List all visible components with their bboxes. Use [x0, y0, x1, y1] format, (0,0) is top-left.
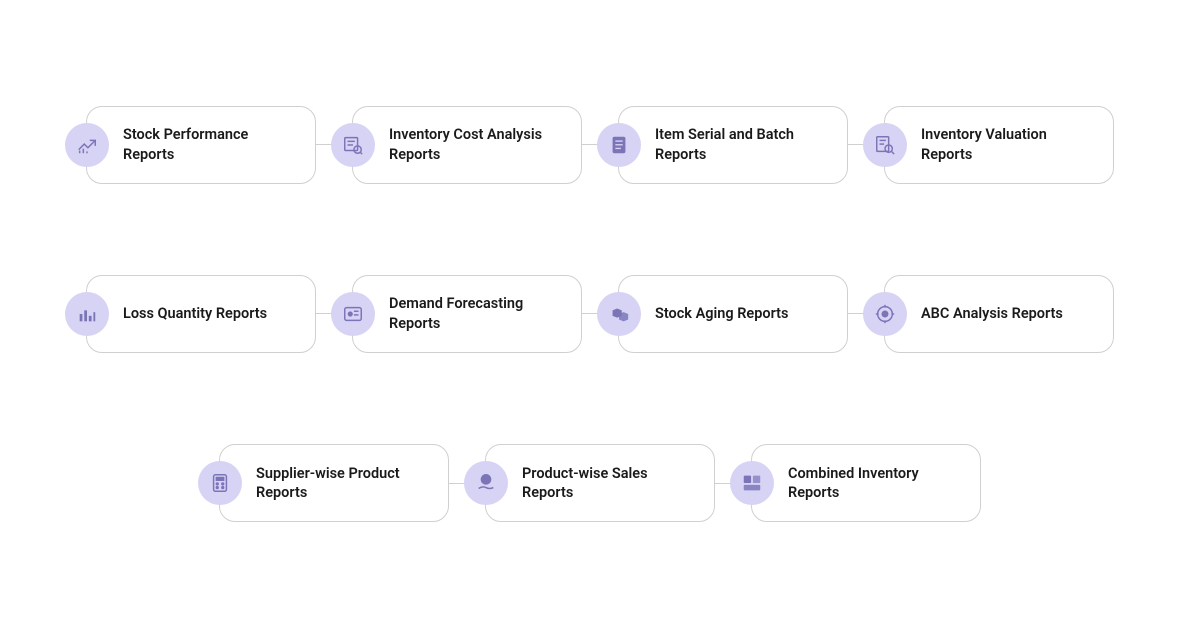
bar-down-icon: [65, 292, 109, 336]
card-demand-forecasting: Demand Forecasting Reports: [352, 275, 582, 353]
card-label: Combined Inventory Reports: [788, 464, 968, 503]
card-stock-aging: Stock Aging Reports: [618, 275, 848, 353]
card-label: Inventory Cost Analysis Reports: [389, 125, 569, 164]
card-inventory-valuation: Inventory Valuation Reports: [884, 106, 1114, 184]
boxes-icon: [597, 292, 641, 336]
card-label: Inventory Valuation Reports: [921, 125, 1101, 164]
card-combined-inventory: Combined Inventory Reports: [751, 444, 981, 522]
card-label: Demand Forecasting Reports: [389, 294, 569, 333]
card-label: Supplier-wise Product Reports: [256, 464, 436, 503]
card-label: Loss Quantity Reports: [123, 304, 267, 324]
card-label: Stock Aging Reports: [655, 304, 789, 324]
card-inventory-cost: Inventory Cost Analysis Reports: [352, 106, 582, 184]
card-label: ABC Analysis Reports: [921, 304, 1063, 324]
row-2: Loss Quantity Reports Demand Forecasting…: [40, 275, 1160, 353]
forecast-chart-icon: [331, 292, 375, 336]
cost-analysis-icon: [331, 123, 375, 167]
row-1: Stock Performance Reports Inventory Cost…: [40, 106, 1160, 184]
abc-gear-icon: [863, 292, 907, 336]
combined-chart-icon: [730, 461, 774, 505]
trend-up-icon: [65, 123, 109, 167]
card-label: Item Serial and Batch Reports: [655, 125, 835, 164]
card-stock-performance: Stock Performance Reports: [86, 106, 316, 184]
card-label: Product-wise Sales Reports: [522, 464, 702, 503]
card-loss-quantity: Loss Quantity Reports: [86, 275, 316, 353]
card-supplier-wise: Supplier-wise Product Reports: [219, 444, 449, 522]
money-hand-icon: $: [464, 461, 508, 505]
card-product-wise-sales: $ Product-wise Sales Reports: [485, 444, 715, 522]
calculator-icon: [198, 461, 242, 505]
card-abc-analysis: ABC Analysis Reports: [884, 275, 1114, 353]
svg-text:$: $: [484, 476, 488, 484]
valuation-search-icon: [863, 123, 907, 167]
card-label: Stock Performance Reports: [123, 125, 303, 164]
document-list-icon: [597, 123, 641, 167]
card-item-serial: Item Serial and Batch Reports: [618, 106, 848, 184]
row-3: Supplier-wise Product Reports $ Product-…: [40, 444, 1160, 522]
